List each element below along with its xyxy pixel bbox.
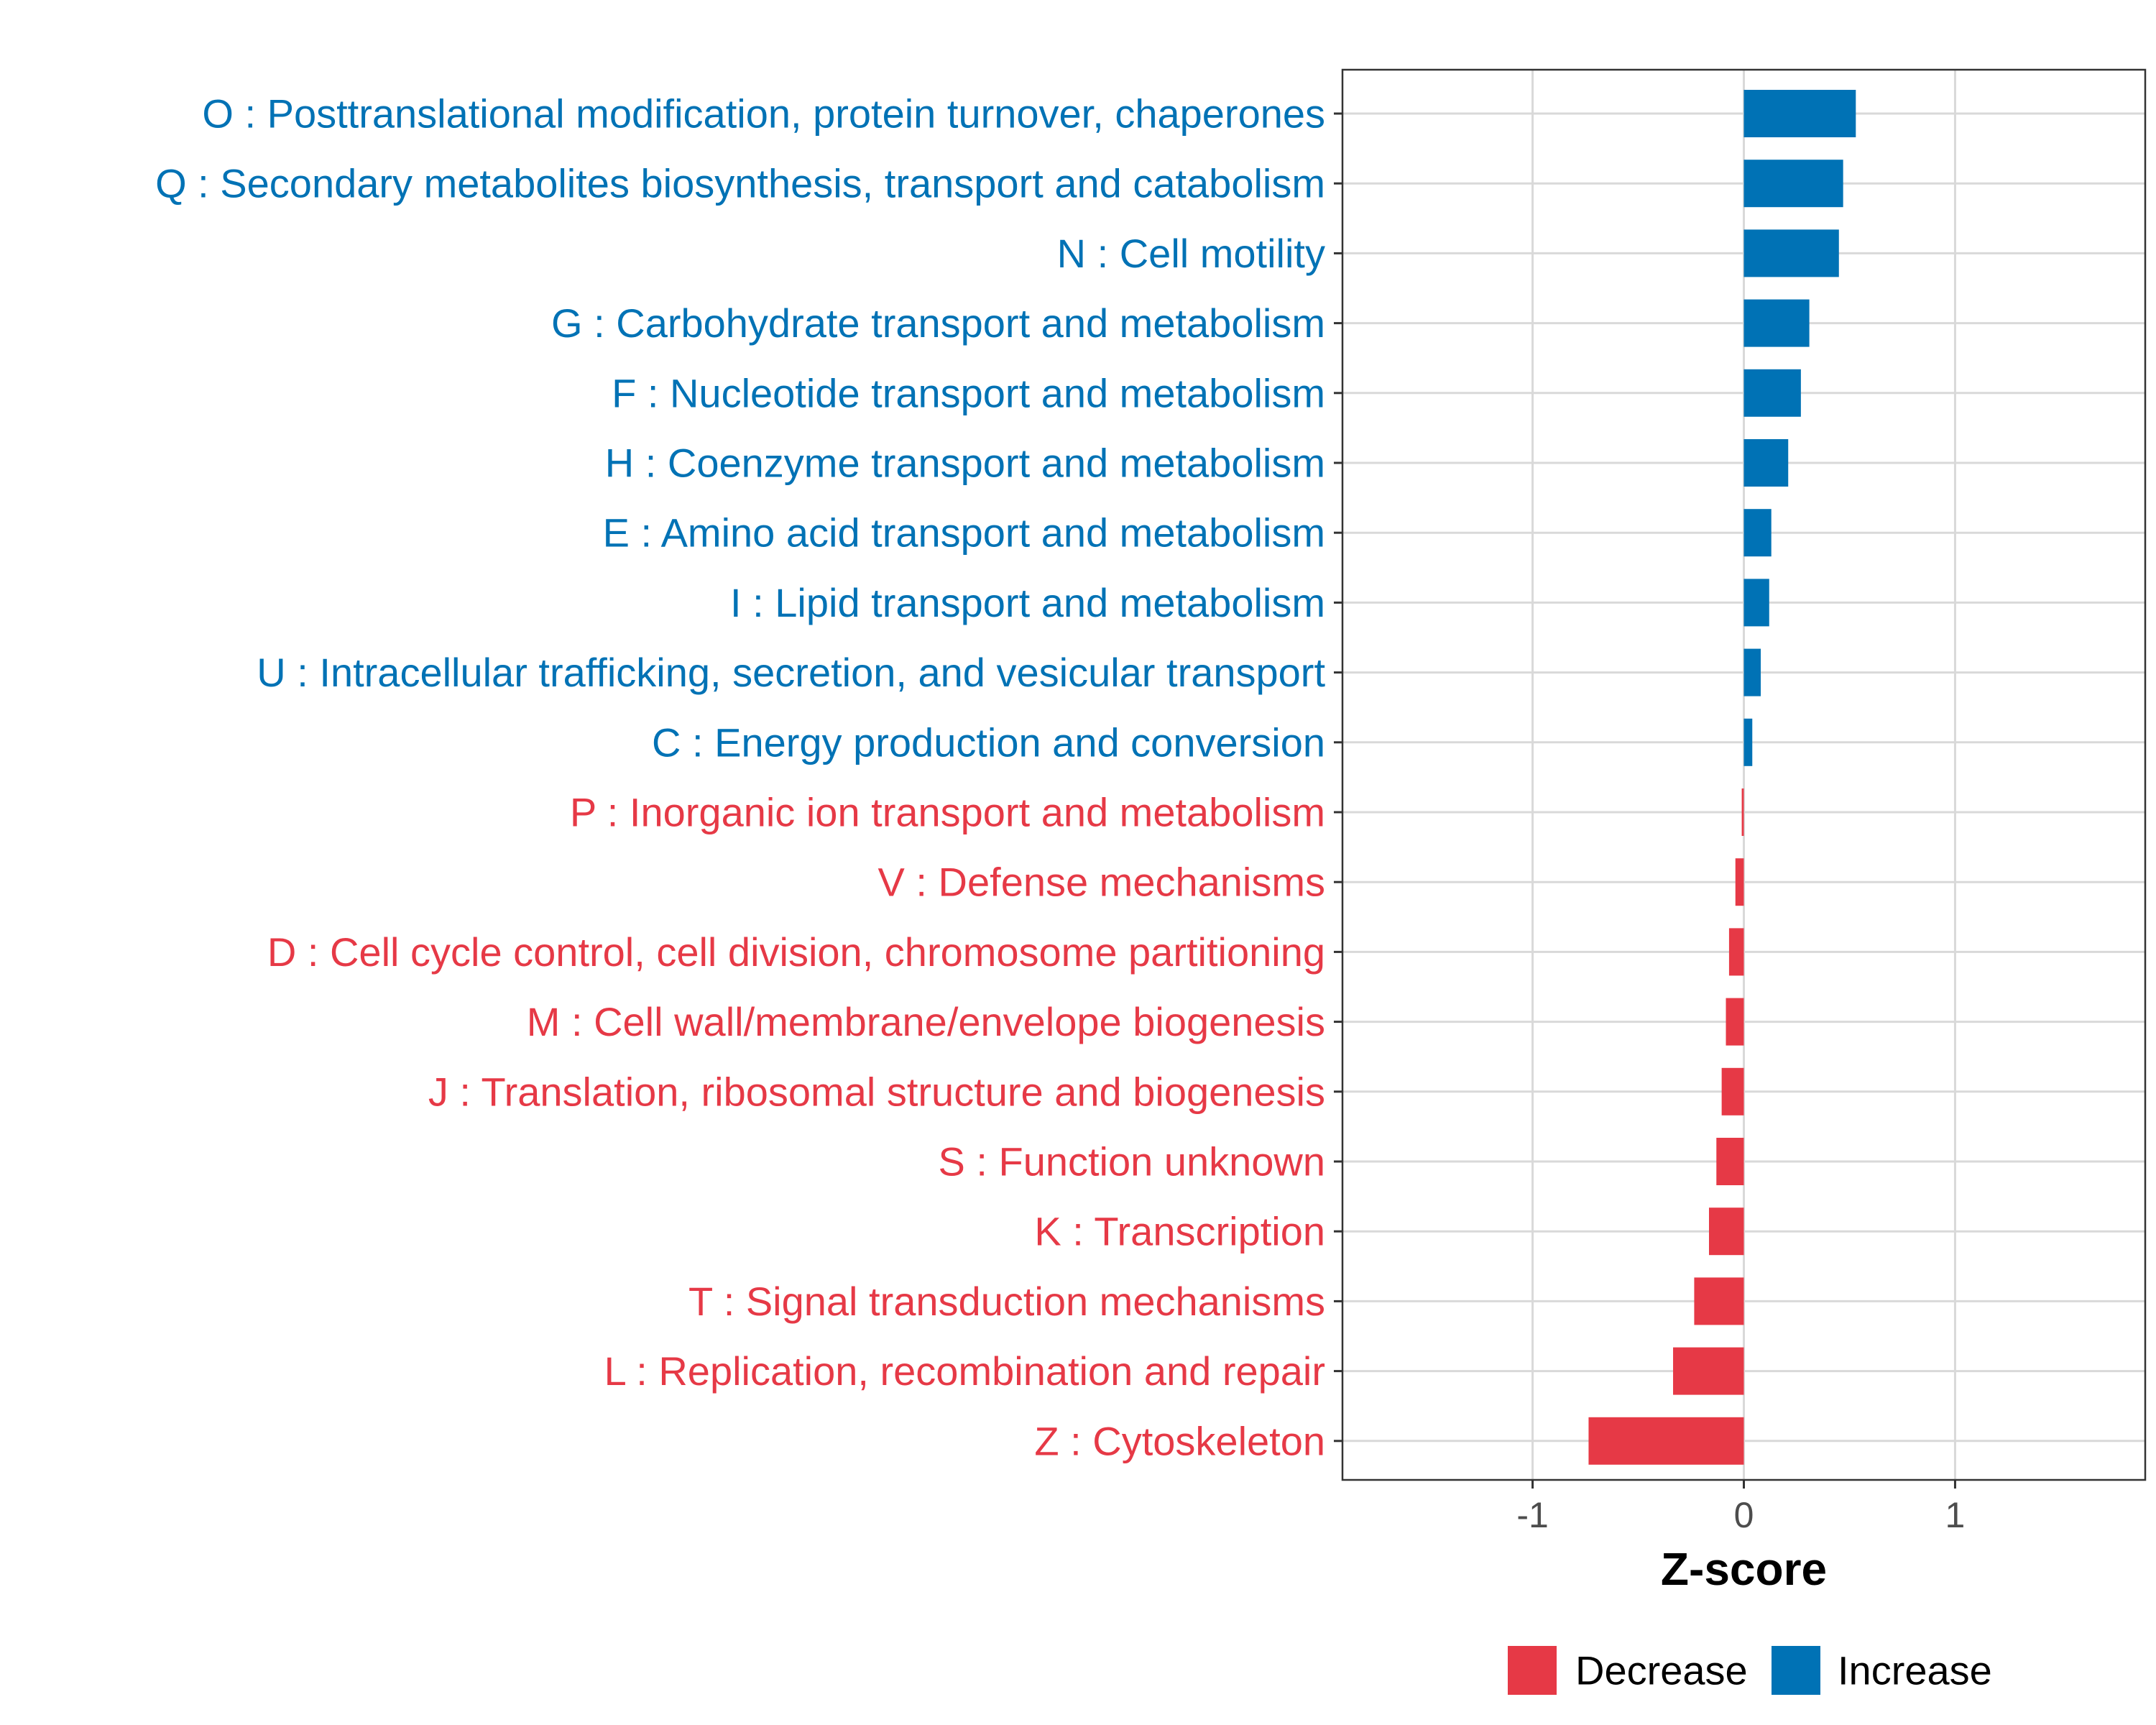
category-label-1: Q : Secondary metabolites biosynthesis, … (155, 161, 1325, 206)
bar-16 (1708, 1208, 1744, 1256)
category-label-7: I : Lipid transport and metabolism (730, 580, 1325, 625)
bar-6 (1743, 509, 1772, 557)
x-axis-title: Z-score (1661, 1543, 1827, 1595)
bar-15 (1716, 1138, 1744, 1185)
category-label-16: K : Transcription (1034, 1209, 1325, 1254)
bar-0 (1743, 90, 1856, 137)
bar-5 (1743, 439, 1789, 487)
category-label-18: L : Replication, recombination and repai… (604, 1348, 1325, 1394)
category-label-19: Z : Cytoskeleton (1034, 1418, 1325, 1463)
panel-border (1341, 68, 2147, 1481)
legend-label-increase: Increase (1838, 1648, 1992, 1693)
bar-1 (1743, 160, 1843, 208)
category-label-2: N : Cell motility (1057, 231, 1325, 276)
category-labels: O : Posttranslational modification, prot… (155, 91, 1325, 1464)
bar-12 (1728, 928, 1744, 976)
bar-14 (1721, 1067, 1744, 1116)
category-label-8: U : Intracellular trafficking, secretion… (257, 650, 1325, 695)
category-label-3: G : Carbohydrate transport and metabolis… (551, 300, 1325, 346)
category-label-13: M : Cell wall/membrane/envelope biogenes… (527, 999, 1325, 1044)
category-label-9: C : Energy production and conversion (652, 719, 1325, 765)
bar-7 (1743, 579, 1769, 627)
x-tick-label-0: -1 (1516, 1495, 1548, 1535)
category-label-5: H : Coenzyme transport and metabolism (605, 441, 1325, 486)
bar-17 (1694, 1277, 1744, 1325)
category-label-15: S : Function unknown (938, 1139, 1325, 1184)
bar-9 (1743, 718, 1753, 766)
bar-18 (1673, 1347, 1744, 1395)
x-tick-label-2: 1 (1945, 1495, 1966, 1535)
x-axis: -1 0 1 (1334, 112, 1966, 1535)
bar-19 (1588, 1417, 1744, 1465)
bar-4 (1743, 369, 1801, 417)
bar-8 (1743, 648, 1761, 696)
category-label-14: J : Translation, ribosomal structure and… (428, 1069, 1325, 1114)
legend-swatch-increase (1772, 1646, 1820, 1695)
category-label-6: E : Amino acid transport and metabolism (603, 510, 1325, 556)
category-label-10: P : Inorganic ion transport and metaboli… (570, 790, 1325, 835)
legend-label-decrease: Decrease (1575, 1648, 1748, 1693)
grid-lines (1342, 70, 2145, 1480)
bar-11 (1735, 858, 1744, 906)
category-label-4: F : Nucleotide transport and metabolism (612, 370, 1325, 415)
category-label-17: T : Signal transduction mechanisms (688, 1279, 1325, 1324)
bar-10 (1741, 788, 1744, 836)
bars (1588, 90, 1856, 1465)
legend-swatch-decrease (1508, 1646, 1557, 1695)
category-label-11: V : Defense mechanisms (878, 860, 1325, 905)
category-label-0: O : Posttranslational modification, prot… (202, 91, 1325, 137)
bar-13 (1726, 998, 1744, 1046)
x-tick-label-1: 0 (1734, 1495, 1754, 1535)
legend: Decrease Increase (1508, 1646, 1992, 1695)
category-label-12: D : Cell cycle control, cell division, c… (267, 929, 1325, 975)
bar-3 (1743, 299, 1810, 347)
bar-2 (1743, 229, 1839, 277)
